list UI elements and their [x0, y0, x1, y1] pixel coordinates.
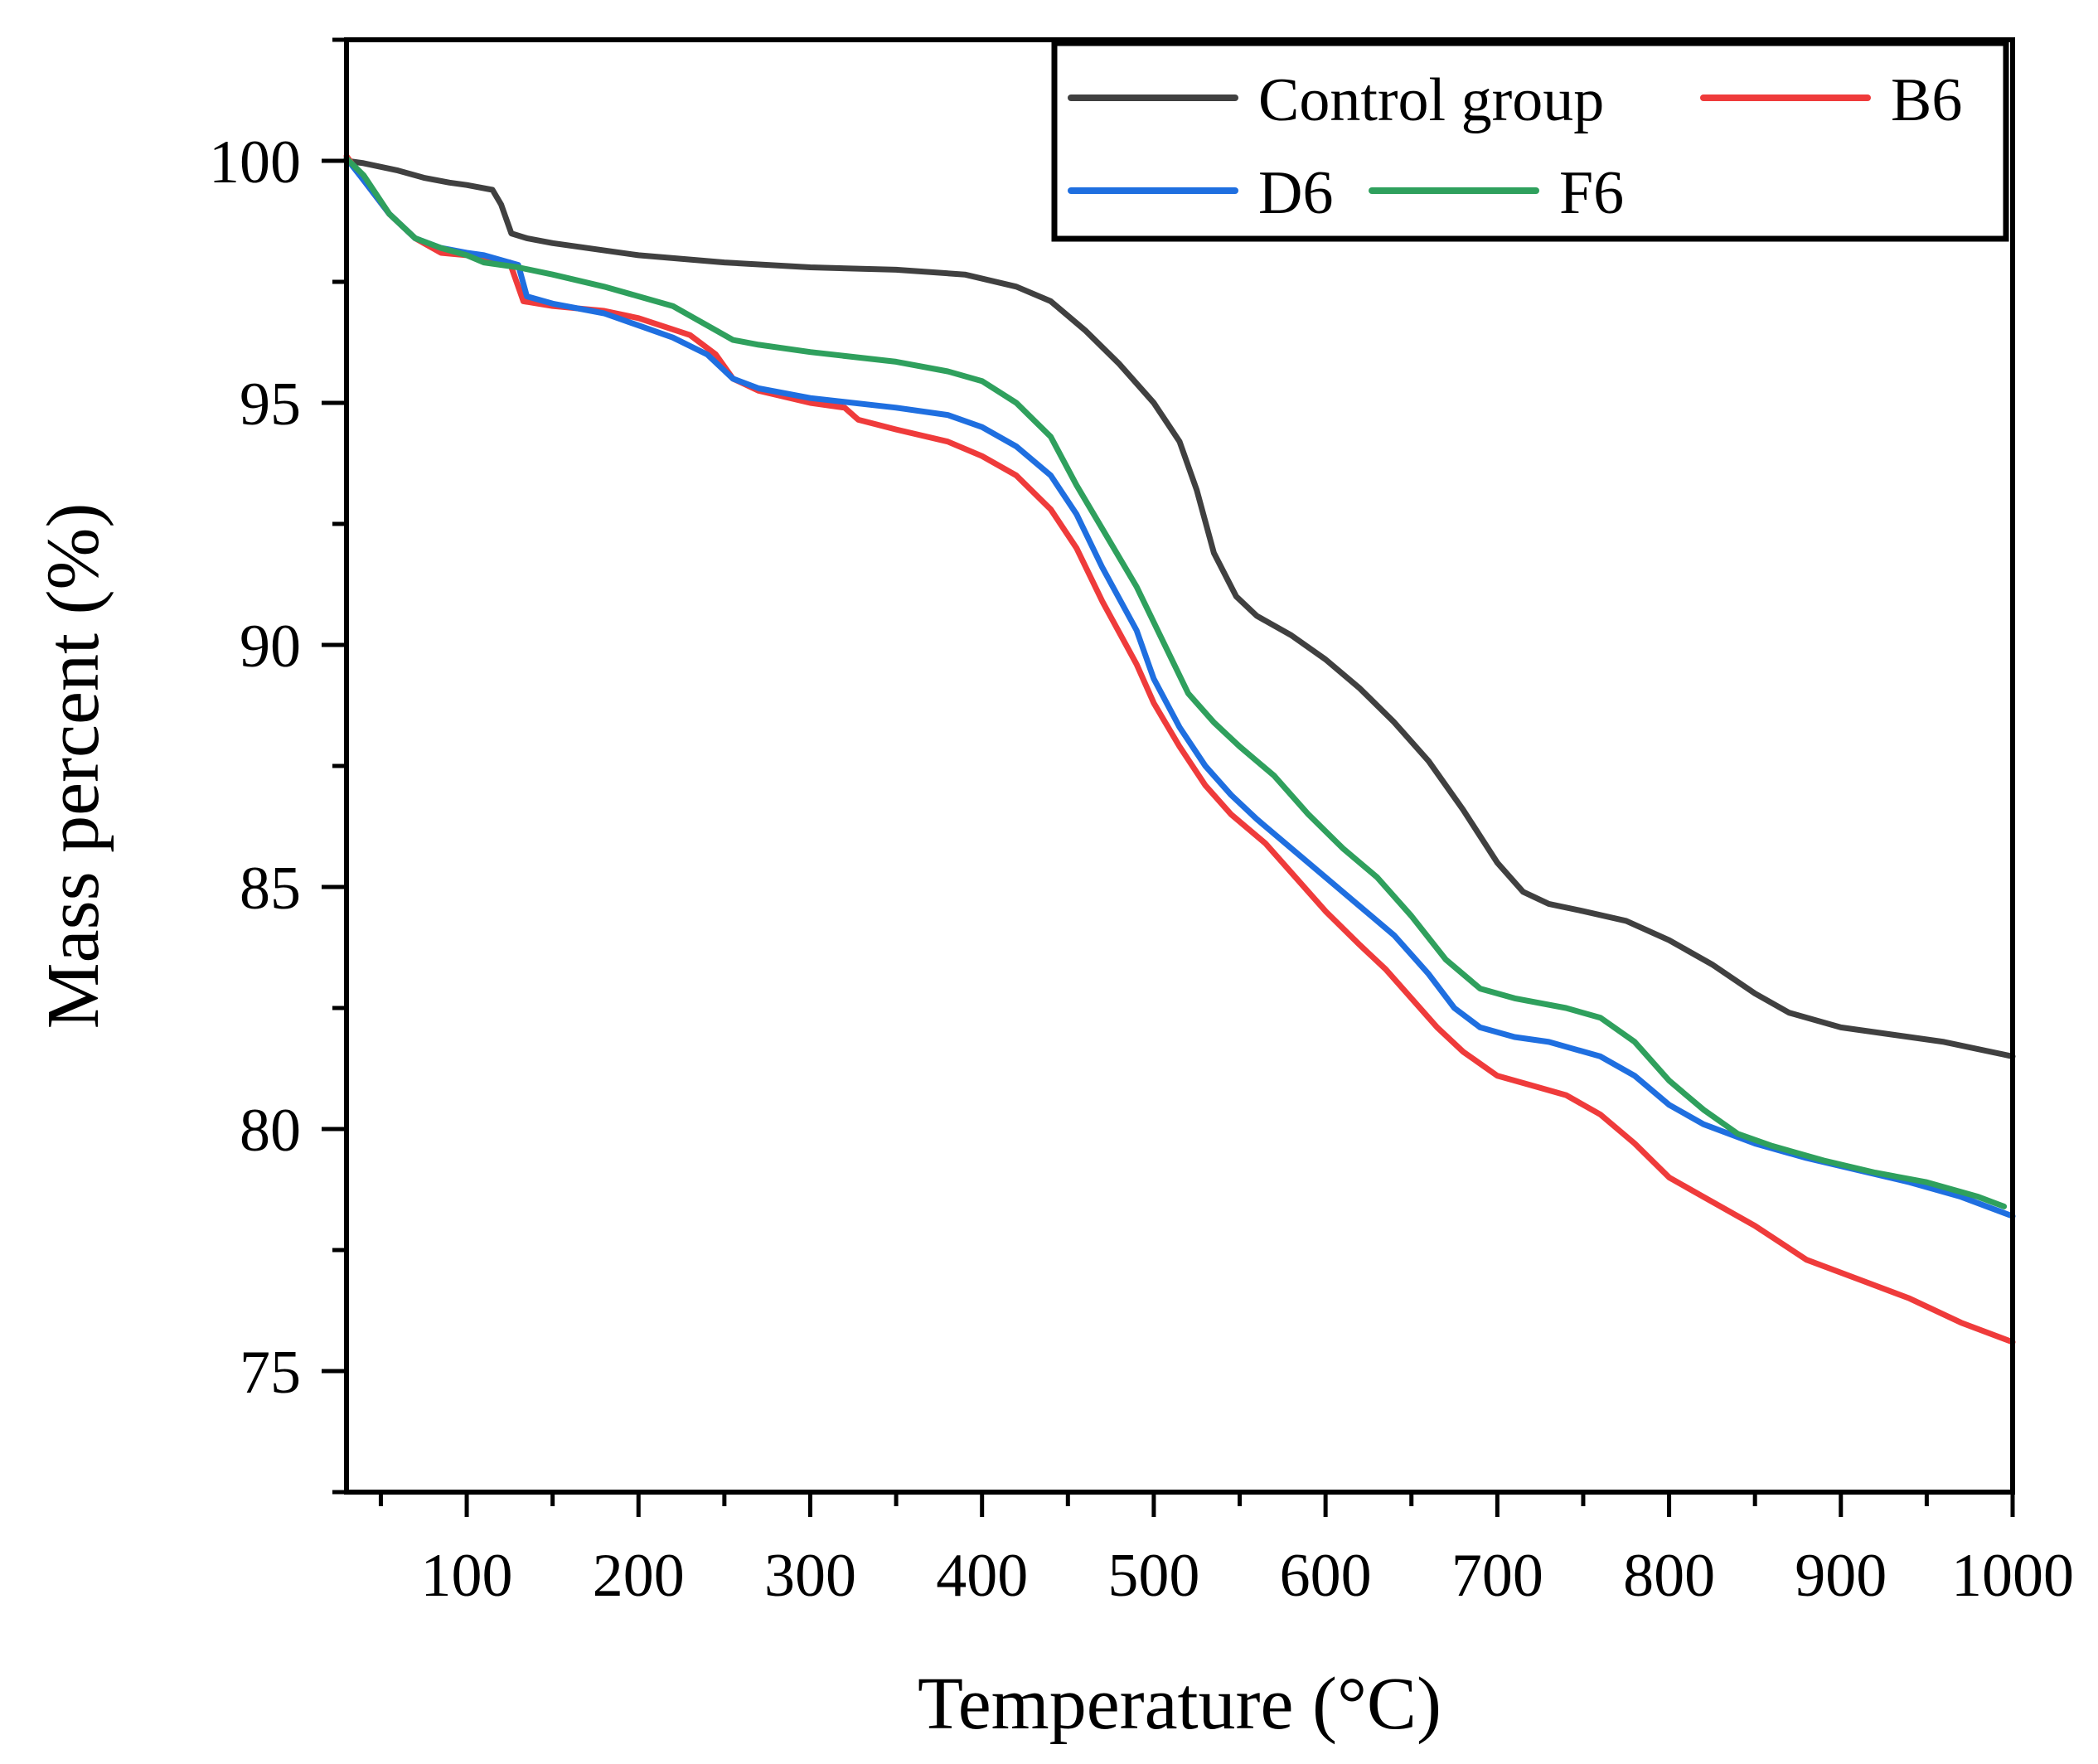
x-tick-label: 1000: [1951, 1542, 2074, 1610]
series-line-b6: [343, 153, 2016, 1345]
legend-label: B6: [1891, 66, 1962, 134]
x-tick-label: 800: [1623, 1542, 1715, 1610]
x-axis-title: Temperature (°C): [918, 1663, 1441, 1745]
x-axis: 100 200 300 400 500 600 700 800 900 1000: [378, 1492, 2074, 1610]
x-tick-label: 100: [421, 1542, 513, 1610]
y-tick-label: 80: [240, 1097, 301, 1165]
x-tick-label: 200: [593, 1542, 685, 1610]
y-tick-label: 100: [209, 128, 301, 196]
x-tick-label: 600: [1280, 1542, 1372, 1610]
legend-label: F6: [1559, 159, 1624, 227]
legend-label: D6: [1258, 159, 1333, 227]
y-tick-label: 90: [240, 613, 301, 681]
y-axis: 75 80 85 90 95 100: [209, 37, 346, 1495]
series-line-f6: [343, 155, 2008, 1209]
series-line-control-group: [343, 158, 2016, 1059]
x-tick-label: 700: [1451, 1542, 1543, 1610]
series-layer: [343, 153, 2016, 1345]
y-tick-label: 85: [240, 855, 301, 923]
x-tick-label: 500: [1107, 1542, 1199, 1610]
x-tick-label: 300: [764, 1542, 856, 1610]
y-axis-title: Mass percent (%): [32, 503, 114, 1030]
x-tick-label: 400: [936, 1542, 1028, 1610]
y-tick-label: 95: [240, 371, 301, 439]
legend-label: Control group: [1258, 66, 1604, 134]
y-tick-label: 75: [240, 1339, 301, 1407]
legend-box: [1051, 40, 2009, 242]
x-tick-label: 900: [1795, 1542, 1887, 1610]
legend: Control group B6 D6 F6: [1051, 40, 2009, 242]
